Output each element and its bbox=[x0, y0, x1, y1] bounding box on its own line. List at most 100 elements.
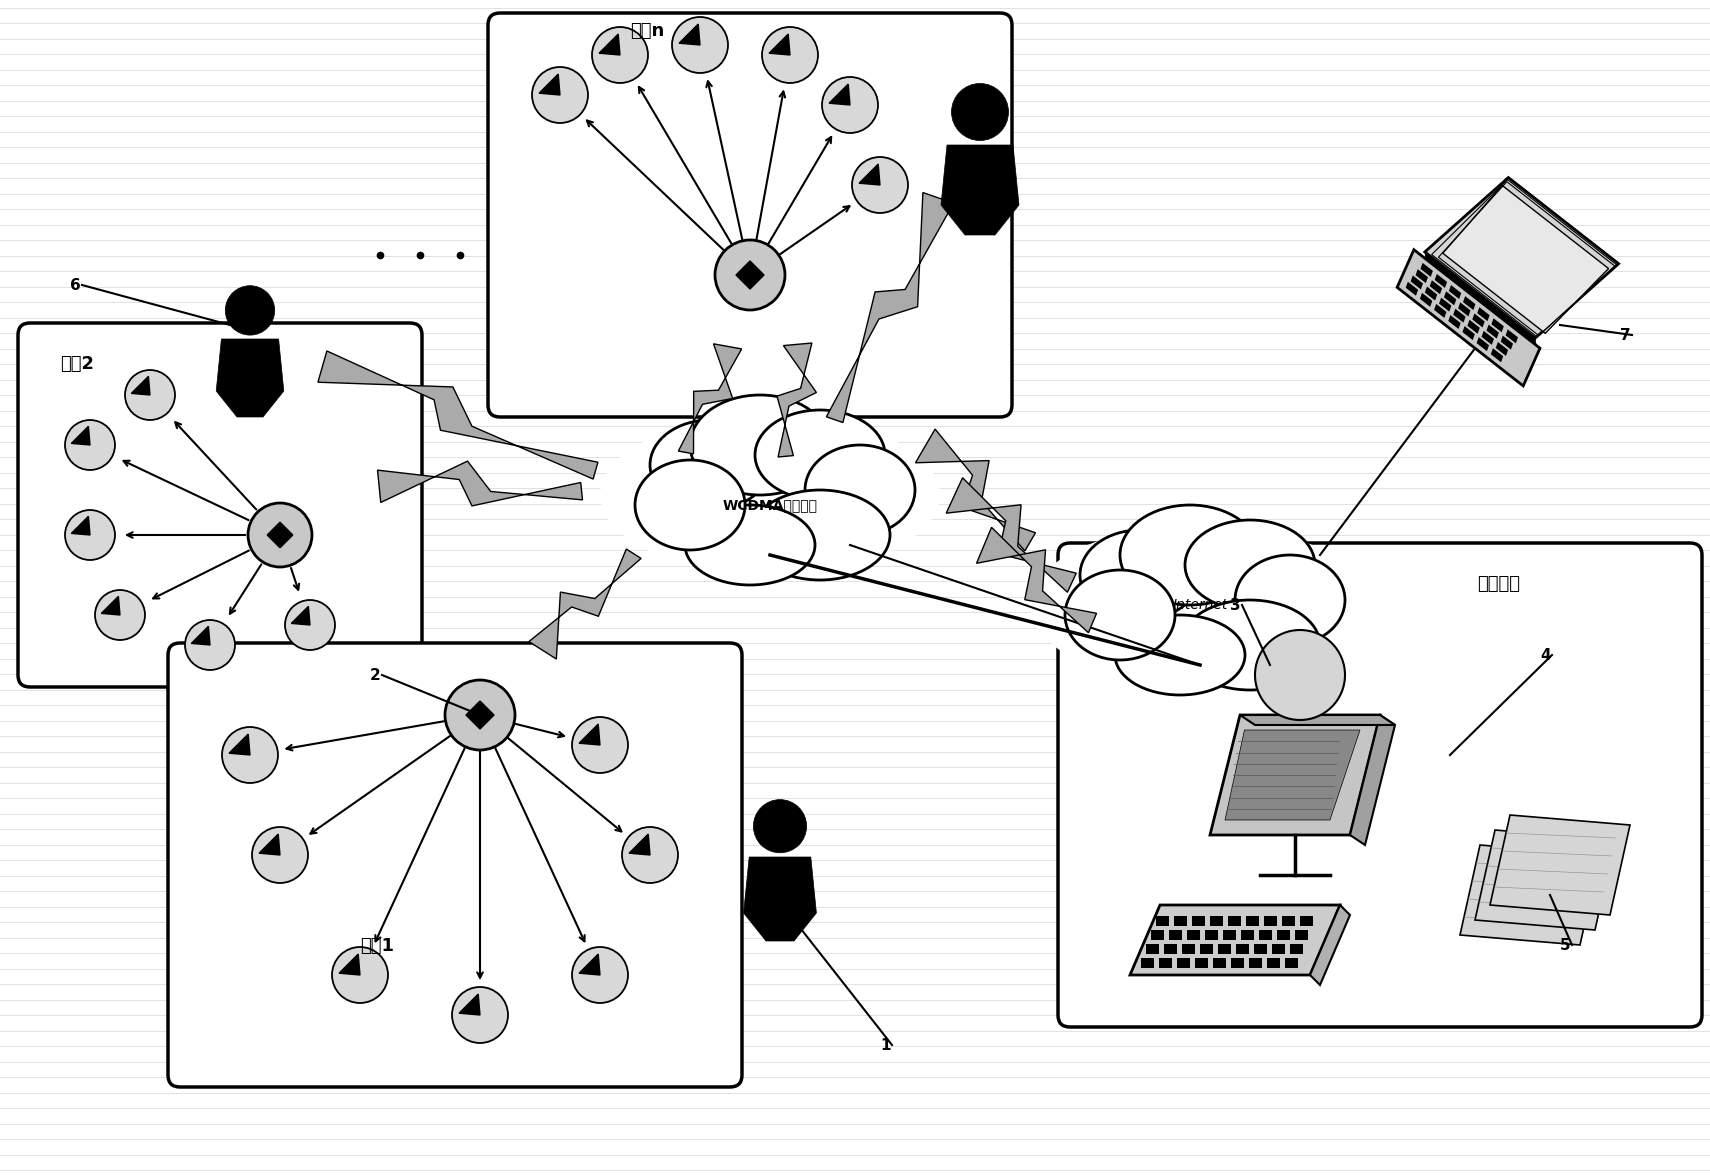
Polygon shape bbox=[1443, 291, 1457, 306]
Circle shape bbox=[592, 27, 648, 83]
Polygon shape bbox=[1476, 830, 1614, 929]
Bar bbox=[1247, 916, 1259, 926]
Circle shape bbox=[96, 590, 145, 640]
Ellipse shape bbox=[600, 415, 940, 575]
Polygon shape bbox=[1477, 337, 1489, 351]
Polygon shape bbox=[291, 606, 310, 625]
Polygon shape bbox=[229, 734, 250, 756]
Bar bbox=[1170, 929, 1182, 940]
Polygon shape bbox=[1310, 905, 1349, 985]
Bar bbox=[1151, 929, 1165, 940]
Bar bbox=[1214, 958, 1226, 968]
Polygon shape bbox=[1477, 307, 1489, 321]
Bar bbox=[1250, 958, 1262, 968]
Bar bbox=[1264, 916, 1277, 926]
Text: WCDMA网络基站: WCDMA网络基站 bbox=[723, 498, 817, 512]
Polygon shape bbox=[826, 193, 954, 423]
Circle shape bbox=[852, 157, 908, 213]
Circle shape bbox=[823, 78, 877, 133]
Bar bbox=[1282, 916, 1294, 926]
Bar bbox=[1253, 944, 1267, 954]
Bar bbox=[1300, 916, 1313, 926]
Ellipse shape bbox=[756, 410, 886, 501]
Bar bbox=[1187, 929, 1200, 940]
Polygon shape bbox=[1419, 293, 1433, 307]
Polygon shape bbox=[339, 954, 361, 975]
Circle shape bbox=[251, 827, 308, 882]
Bar bbox=[1146, 944, 1159, 954]
Polygon shape bbox=[744, 857, 816, 941]
Polygon shape bbox=[215, 340, 284, 417]
Polygon shape bbox=[829, 85, 850, 105]
Bar bbox=[1259, 929, 1272, 940]
Ellipse shape bbox=[805, 445, 915, 535]
Ellipse shape bbox=[1180, 600, 1320, 690]
Polygon shape bbox=[539, 74, 559, 95]
Text: 粮仓2: 粮仓2 bbox=[60, 355, 94, 372]
Bar bbox=[1267, 958, 1281, 968]
Polygon shape bbox=[770, 34, 790, 55]
Polygon shape bbox=[1496, 342, 1508, 356]
Polygon shape bbox=[1443, 186, 1609, 334]
Polygon shape bbox=[1435, 274, 1447, 288]
Bar bbox=[1236, 944, 1250, 954]
Bar bbox=[1218, 944, 1231, 954]
Ellipse shape bbox=[1081, 530, 1200, 620]
Polygon shape bbox=[1505, 329, 1518, 343]
Circle shape bbox=[1255, 630, 1346, 720]
Text: 7: 7 bbox=[1619, 328, 1631, 342]
Text: 3: 3 bbox=[1229, 598, 1241, 612]
Ellipse shape bbox=[1029, 525, 1370, 685]
Circle shape bbox=[226, 286, 275, 335]
Ellipse shape bbox=[751, 490, 889, 580]
Bar bbox=[1192, 916, 1206, 926]
Polygon shape bbox=[580, 724, 600, 745]
Bar bbox=[1291, 944, 1303, 954]
Circle shape bbox=[763, 27, 817, 83]
Circle shape bbox=[185, 620, 234, 670]
Text: 4: 4 bbox=[1541, 647, 1551, 663]
Bar bbox=[1277, 929, 1289, 940]
Polygon shape bbox=[72, 516, 91, 535]
Circle shape bbox=[715, 240, 785, 310]
Polygon shape bbox=[1448, 315, 1460, 329]
Polygon shape bbox=[1397, 249, 1541, 385]
Ellipse shape bbox=[686, 505, 816, 585]
Polygon shape bbox=[1460, 845, 1601, 945]
Ellipse shape bbox=[691, 395, 829, 495]
Polygon shape bbox=[735, 261, 764, 289]
Bar bbox=[1159, 958, 1173, 968]
Polygon shape bbox=[1424, 251, 1536, 345]
Bar bbox=[1209, 916, 1223, 926]
Polygon shape bbox=[1130, 905, 1341, 975]
Bar bbox=[1195, 958, 1209, 968]
Text: 5: 5 bbox=[1560, 938, 1570, 953]
Text: 监控中心: 监控中心 bbox=[1477, 575, 1520, 593]
Polygon shape bbox=[1416, 269, 1428, 283]
Polygon shape bbox=[1459, 302, 1471, 316]
Polygon shape bbox=[580, 954, 600, 975]
Bar bbox=[1294, 929, 1308, 940]
Bar bbox=[1286, 958, 1298, 968]
Text: 1: 1 bbox=[881, 1038, 891, 1053]
Polygon shape bbox=[1501, 336, 1513, 350]
Polygon shape bbox=[72, 427, 91, 445]
Text: 粮仓1: 粮仓1 bbox=[361, 936, 393, 955]
Polygon shape bbox=[467, 701, 494, 728]
Text: 粮仓n: 粮仓n bbox=[629, 22, 663, 40]
Bar bbox=[1241, 929, 1253, 940]
Ellipse shape bbox=[1235, 555, 1346, 645]
FancyBboxPatch shape bbox=[487, 13, 1012, 417]
Ellipse shape bbox=[1115, 615, 1245, 694]
Bar bbox=[1165, 944, 1176, 954]
Polygon shape bbox=[528, 549, 641, 659]
Polygon shape bbox=[1489, 815, 1630, 915]
Bar bbox=[1231, 958, 1245, 968]
Polygon shape bbox=[1486, 324, 1500, 338]
Polygon shape bbox=[192, 626, 210, 645]
Ellipse shape bbox=[1185, 521, 1315, 610]
Polygon shape bbox=[679, 344, 742, 454]
Bar bbox=[1156, 916, 1170, 926]
Circle shape bbox=[754, 800, 807, 853]
Circle shape bbox=[286, 600, 335, 650]
